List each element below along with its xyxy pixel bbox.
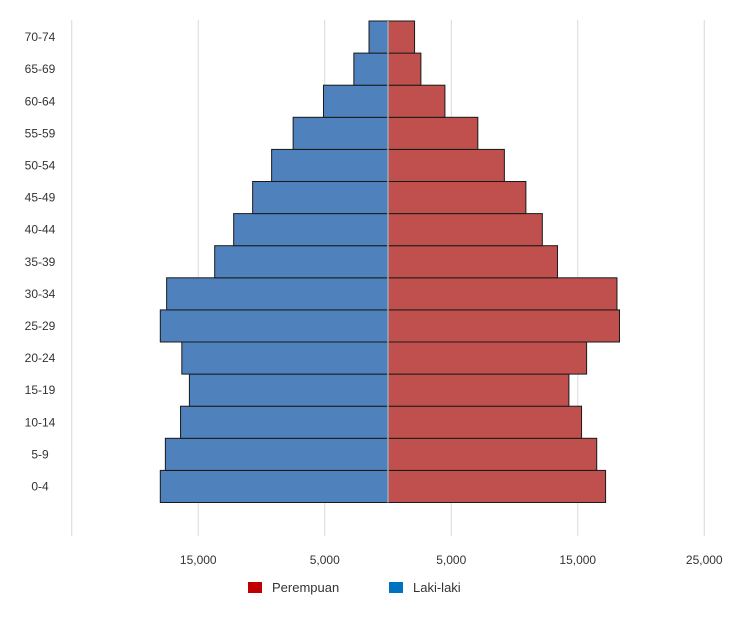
x-tick-label: 15,000 [180, 553, 217, 567]
bar-laki-laki [214, 245, 389, 279]
bar-perempuan [387, 181, 527, 215]
bar-laki-laki [159, 469, 389, 503]
y-tick-label: 0-4 [31, 479, 49, 493]
bar-laki-laki [180, 405, 389, 439]
y-tick-label: 60-64 [25, 94, 56, 108]
legend-swatch-perempuan [248, 582, 262, 593]
bar-laki-laki [252, 181, 389, 215]
bar-perempuan [387, 309, 620, 343]
y-tick-label: 35-39 [25, 255, 56, 269]
x-tick-label: 15,000 [559, 553, 596, 567]
bar-laki-laki [233, 213, 389, 247]
legend-label-perempuan: Perempuan [272, 580, 340, 595]
bar-laki-laki [188, 373, 389, 407]
y-tick-label: 70-74 [25, 30, 56, 44]
bar-perempuan [387, 245, 559, 279]
bar-laki-laki [159, 309, 389, 343]
legend-item-laki-laki: Laki-laki [389, 580, 461, 595]
legend-label-laki-laki: Laki-laki [413, 580, 461, 595]
x-tick-label: 5,000 [310, 553, 340, 567]
y-tick-label: 65-69 [25, 62, 56, 76]
x-axis-labels: 15,000 5,000 5,000 15,000 25,000 [180, 553, 723, 567]
y-tick-label: 15-19 [25, 383, 56, 397]
x-tick-label: 25,000 [686, 553, 723, 567]
bars [159, 20, 620, 503]
bar-perempuan [387, 20, 416, 54]
y-tick-label: 25-29 [25, 319, 56, 333]
y-tick-label: 10-14 [25, 415, 56, 429]
y-tick-label: 5-9 [31, 447, 49, 461]
y-tick-label: 30-34 [25, 287, 56, 301]
bar-perempuan [387, 469, 607, 503]
bar-perempuan [387, 373, 570, 407]
bar-laki-laki [368, 20, 389, 54]
bar-perempuan [387, 148, 505, 182]
bar-laki-laki [181, 341, 389, 375]
bar-perempuan [387, 405, 583, 439]
bar-perempuan [387, 341, 588, 375]
legend: Perempuan Laki-laki [0, 580, 737, 600]
legend-swatch-laki-laki [389, 582, 403, 593]
bar-laki-laki [292, 116, 389, 150]
legend-item-perempuan: Perempuan [248, 580, 339, 595]
bar-perempuan [387, 277, 618, 311]
bar-laki-laki [164, 437, 389, 471]
y-tick-label: 50-54 [25, 158, 56, 172]
bar-perempuan [387, 116, 479, 150]
y-tick-label: 55-59 [25, 126, 56, 140]
bar-laki-laki [353, 52, 389, 86]
y-tick-label: 20-24 [25, 351, 56, 365]
plot-area: 0-4 5-9 10-14 15-19 20-24 25-29 30-34 35-39 40-4… [25, 20, 723, 567]
bar-laki-laki [166, 277, 389, 311]
y-axis-labels: 0-4 5-9 10-14 15-19 20-24 25-29 30-34 35-39 40-4… [25, 30, 56, 493]
bar-laki-laki [322, 84, 389, 118]
bar-laki-laki [271, 148, 389, 182]
bar-perempuan [387, 84, 446, 118]
y-tick-label: 40-44 [25, 223, 56, 237]
x-tick-label: 5,000 [436, 553, 466, 567]
y-tick-label: 45-49 [25, 191, 56, 205]
bar-perempuan [387, 437, 598, 471]
bar-perempuan [387, 52, 422, 86]
bar-perempuan [387, 213, 543, 247]
